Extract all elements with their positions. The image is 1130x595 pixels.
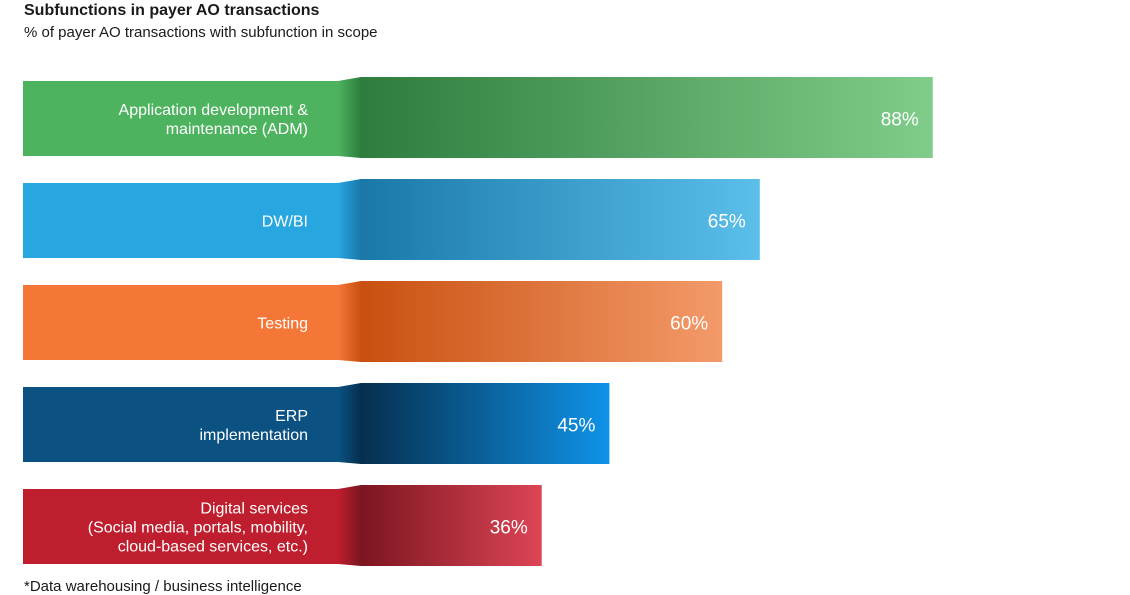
- category-label-3-0: ERP: [275, 408, 308, 425]
- value-label-4: 36%: [490, 518, 528, 539]
- bar-connector-1: [338, 179, 361, 260]
- category-block-4: [23, 489, 338, 564]
- chart-title: Subfunctions in payer AO transactions: [24, 2, 320, 19]
- category-label-2-0: Testing: [257, 316, 308, 333]
- bar-4: [361, 485, 542, 566]
- bar-1: [361, 179, 760, 260]
- chart-subtitle: % of payer AO transactions with subfunct…: [24, 24, 378, 41]
- bar-connector-4: [338, 485, 361, 566]
- category-block-3: [23, 387, 338, 462]
- bar-connector-0: [338, 77, 361, 158]
- bar-connector-2: [338, 281, 361, 362]
- value-label-1: 65%: [708, 212, 746, 233]
- value-label-0: 88%: [881, 110, 919, 131]
- category-label-4-2: cloud-based services, etc.): [118, 539, 308, 556]
- category-label-4-0: Digital services: [200, 501, 308, 518]
- category-label-4-1: (Social media, portals, mobility,: [88, 520, 308, 537]
- value-label-2: 60%: [670, 314, 708, 335]
- category-label-0-1: maintenance (ADM): [166, 121, 308, 138]
- category-label-0-0: Application development &: [119, 102, 309, 119]
- bar-chart: Application development & maintenance (AD…: [23, 77, 933, 566]
- bar-0: [361, 77, 933, 158]
- category-label-3-1: implementation: [200, 427, 309, 444]
- category-block-0: [23, 81, 338, 156]
- category-block-2: [23, 285, 338, 360]
- category-label-1-0: DW/BI: [262, 214, 308, 231]
- value-label-3: 45%: [557, 416, 595, 437]
- category-block-1: [23, 183, 338, 258]
- footnote: *Data warehousing / business intelligenc…: [24, 578, 302, 595]
- bar-3: [361, 383, 610, 464]
- bar-connector-3: [338, 383, 361, 464]
- bar-2: [361, 281, 723, 362]
